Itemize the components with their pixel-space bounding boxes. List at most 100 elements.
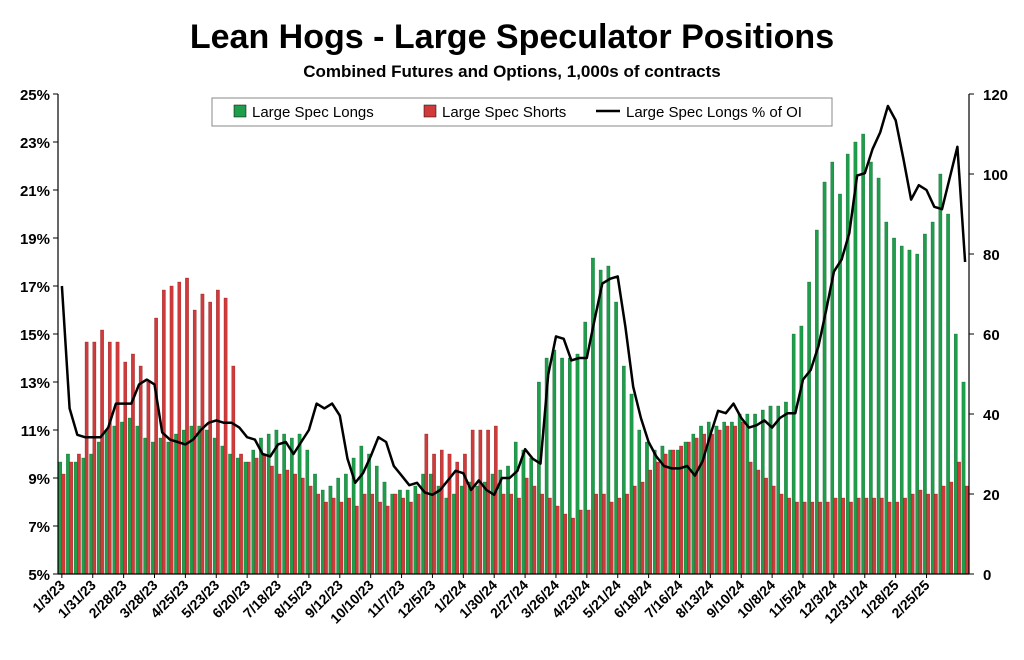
bar-longs [784,401,788,575]
bar-longs [251,449,256,575]
bar-shorts [555,505,560,575]
line-longs-pct-oi [60,104,967,497]
y-right-tick-label: 60 [983,327,1000,344]
bar-shorts [802,501,807,575]
bar-longs [81,457,86,575]
bar-longs [181,429,186,575]
bar-shorts [494,425,498,575]
bar-shorts [540,493,544,575]
y-right-tick-label: 80 [983,247,1000,264]
bar-longs [220,445,225,575]
bar-shorts [100,329,104,575]
y-right-tick-label: 120 [983,87,1008,104]
bar-longs [822,181,827,575]
bar-shorts [880,497,884,575]
bar-shorts [331,497,336,575]
bar-longs [151,441,155,575]
y-right-tick-label: 20 [983,487,1000,504]
bar-longs [483,481,487,575]
bar-longs [521,449,526,575]
bar-longs [645,441,649,575]
bar-longs [367,453,371,575]
bar-shorts [609,501,614,575]
y-left-tick-label: 21% [20,183,50,200]
bar-longs [537,381,541,575]
bar-shorts [246,461,251,575]
bar-shorts [903,497,907,575]
y-right-tick-label: 40 [983,407,1000,424]
bar-longs [320,489,325,575]
bar-longs [899,245,904,575]
bar-longs [591,257,595,575]
bar-shorts [169,285,174,575]
bar-longs [274,429,279,575]
bar-longs [297,433,302,575]
bar-longs [513,441,518,575]
bar-longs [861,133,865,575]
bar-shorts [694,437,699,575]
bar-shorts [640,481,645,575]
bar-longs [282,433,286,575]
bar-longs [730,421,734,575]
bar-shorts [710,433,714,575]
bar-shorts [887,501,892,575]
bar-shorts [501,493,506,575]
bar-shorts [563,513,568,575]
legend-label-longs: Large Spec Longs [252,104,374,121]
bar-longs [413,485,418,575]
bar-longs [954,333,958,575]
bar-longs [598,269,603,575]
bar-longs [475,485,479,575]
bar-shorts [617,497,622,575]
bar-shorts [578,509,583,575]
bar-longs [112,425,117,575]
legend-label-line: Large Spec Longs % of OI [626,104,802,121]
bar-shorts [795,501,799,575]
legend-swatch-shorts [423,104,437,118]
bar-longs [344,473,348,575]
bar-shorts [470,429,475,575]
bar-longs [845,153,850,575]
bar-shorts [200,293,205,575]
bar-longs [382,481,387,575]
bar-shorts [69,461,73,575]
bar-longs [305,449,310,575]
bar-shorts [910,493,915,575]
bar-longs [907,249,912,575]
bar-longs [89,453,93,575]
bar-shorts [355,505,359,575]
bar-shorts [262,453,266,575]
bar-longs [143,437,147,575]
bar-longs [807,281,811,575]
bar-shorts [270,465,274,575]
bar-longs [892,237,896,575]
bar-longs [259,437,263,575]
bar-shorts [339,501,344,575]
bar-shorts [895,501,900,575]
bar-shorts [717,429,722,575]
bar-longs [552,349,557,575]
bar-shorts [84,341,89,575]
bar-longs [876,177,881,575]
bar-shorts [61,473,66,575]
bar-longs [58,461,63,575]
y-left-tick-label: 15% [20,327,50,344]
bar-shorts [385,505,390,575]
bar-longs [290,437,294,575]
bar-shorts [872,497,876,575]
bar-longs [398,489,402,575]
bar-longs [853,141,858,575]
bar-longs [683,441,688,575]
bar-shorts [208,301,212,575]
bar-longs [799,325,804,575]
bar-longs [506,465,510,575]
bar-shorts [586,509,591,575]
bar-longs [135,425,140,575]
bar-shorts [301,477,305,575]
bar-longs [622,365,626,575]
bar-longs [228,453,232,575]
bar-longs [197,425,201,575]
bar-shorts [123,361,128,575]
bar-longs [869,161,873,575]
